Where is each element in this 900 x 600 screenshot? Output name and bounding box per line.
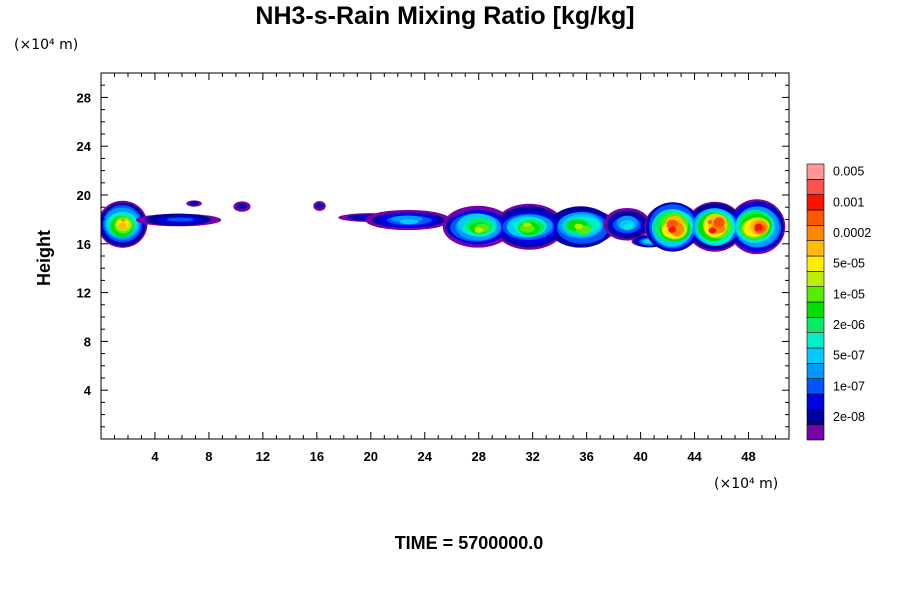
contour-region bbox=[233, 201, 251, 212]
contour-level bbox=[666, 223, 672, 229]
y-tick-label: 8 bbox=[84, 334, 91, 349]
x-tick-label: 40 bbox=[633, 449, 647, 464]
contour-region bbox=[186, 200, 202, 207]
contour-level bbox=[118, 222, 127, 230]
contour-level bbox=[707, 220, 713, 225]
contour-level bbox=[236, 203, 247, 210]
colorbar-swatch bbox=[806, 347, 825, 364]
contour-level bbox=[399, 219, 419, 225]
x-unit-label: (×10⁴ m) bbox=[714, 476, 778, 492]
x-tick-label: 16 bbox=[310, 449, 324, 464]
y-unit-label: (×10⁴ m) bbox=[14, 37, 78, 53]
contour-level bbox=[754, 223, 763, 232]
y-axis-label: Height bbox=[34, 230, 54, 286]
x-tick-label: 8 bbox=[205, 449, 212, 464]
colorbar-swatch bbox=[806, 271, 825, 287]
colorbar-label: 2e-08 bbox=[833, 410, 865, 424]
colorbar-swatch bbox=[806, 317, 825, 333]
colorbar-swatch bbox=[806, 332, 825, 349]
colorbar-swatch bbox=[806, 209, 825, 226]
colorbar-swatch bbox=[806, 409, 825, 425]
contour-region bbox=[101, 200, 148, 248]
x-tick-label: 44 bbox=[687, 449, 702, 464]
x-tick-label: 24 bbox=[418, 449, 433, 464]
time-label: TIME = 5700000.0 bbox=[395, 533, 544, 553]
contour-level bbox=[757, 229, 763, 234]
colorbar-swatch bbox=[806, 378, 825, 395]
colorbar-label: 1e-05 bbox=[833, 287, 865, 301]
x-tick-label: 12 bbox=[256, 449, 270, 464]
contour-region bbox=[603, 207, 651, 241]
colorbar-label: 0.001 bbox=[833, 195, 864, 209]
plot-area bbox=[101, 199, 786, 255]
contour-level bbox=[474, 227, 484, 233]
colorbar-label: 5e-05 bbox=[833, 257, 865, 271]
colorbar-swatch bbox=[806, 225, 825, 241]
colorbar-label: 2e-06 bbox=[833, 318, 865, 332]
colorbar-swatch bbox=[806, 301, 825, 318]
x-axis: 4 8 12 16 20 24 28 32 36 40 44 48 bbox=[113, 73, 777, 464]
x-tick-label: 4 bbox=[151, 449, 159, 464]
colorbar-swatch bbox=[806, 179, 825, 195]
x-tick-label: 36 bbox=[579, 449, 593, 464]
colorbar-label: 5e-07 bbox=[833, 349, 865, 363]
x-tick-label: 28 bbox=[471, 449, 485, 464]
y-axis: 4 8 12 16 20 24 28 bbox=[77, 84, 789, 428]
colorbar-swatch bbox=[806, 163, 825, 180]
colorbar-label: 0.005 bbox=[833, 165, 864, 179]
contour-region bbox=[313, 200, 326, 211]
y-tick-label: 24 bbox=[77, 139, 92, 154]
contour-level bbox=[519, 224, 535, 233]
contour-level bbox=[166, 217, 194, 222]
contour-level bbox=[708, 227, 717, 234]
y-tick-label: 12 bbox=[77, 286, 91, 301]
contour-level bbox=[316, 203, 324, 209]
contour-region bbox=[365, 209, 451, 231]
colorbar-label: 1e-07 bbox=[833, 379, 865, 393]
colorbar-swatch bbox=[806, 286, 825, 303]
contour-level bbox=[623, 224, 633, 230]
contour-region bbox=[442, 203, 616, 250]
contour-level bbox=[120, 218, 126, 222]
contour-region bbox=[644, 199, 786, 255]
colorbar-swatch bbox=[806, 240, 825, 257]
contour-level bbox=[574, 223, 583, 230]
colorbar-swatch bbox=[806, 255, 825, 272]
x-tick-label: 48 bbox=[741, 449, 755, 464]
y-tick-label: 4 bbox=[84, 383, 92, 398]
colorbar-swatch bbox=[806, 363, 825, 379]
colorbar-swatch bbox=[806, 393, 825, 410]
colorbar-swatch bbox=[806, 194, 825, 211]
x-tick-label: 20 bbox=[364, 449, 378, 464]
x-tick-label: 32 bbox=[525, 449, 539, 464]
contour-region bbox=[135, 213, 222, 227]
chart-title: NH3-s-Rain Mixing Ratio [kg/kg] bbox=[255, 2, 634, 30]
colorbar: 2e-08 1e-07 5e-07 2e-06 1e-05 5e-05 0.0002 0.00… bbox=[806, 163, 871, 441]
colorbar-swatch bbox=[806, 424, 825, 441]
colorbar-label: 0.0002 bbox=[833, 226, 871, 240]
y-tick-label: 28 bbox=[77, 90, 91, 105]
y-tick-label: 20 bbox=[77, 188, 91, 203]
y-tick-label: 16 bbox=[77, 237, 91, 252]
contour-level bbox=[522, 222, 532, 227]
contour-level bbox=[189, 201, 199, 206]
contour-level bbox=[713, 217, 725, 228]
plot-frame bbox=[100, 72, 790, 440]
